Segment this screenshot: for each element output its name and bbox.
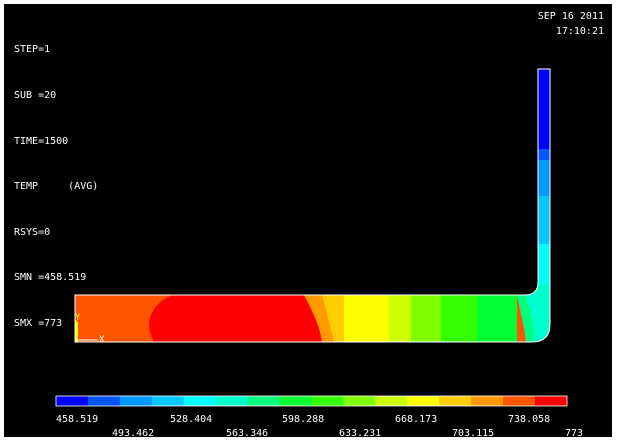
graphics-viewport[interactable]: STEP=1 SUB =20 TIME=1500 TEMP (AVG) RSYS… [4,4,612,437]
info-step: STEP=1 [14,44,51,56]
model-outline [74,68,551,343]
legend-label-bottom: 703.115 [452,428,494,437]
legend-swatch [343,396,376,406]
legend-swatch [503,396,536,406]
coordinate-triad: Y X [75,313,105,345]
legend-swatch [375,396,408,406]
legend-swatch [535,396,568,406]
band-yellow [344,295,389,342]
legend-swatch [247,396,280,406]
legend-label-bottom: 773 [565,428,583,437]
legend-swatch [183,396,216,406]
legend-label-top: 668.173 [395,414,437,425]
timestamp-time: 17:10:21 [555,26,604,37]
legend-swatch [215,396,248,406]
band-blue [538,69,550,149]
legend-swatch [119,396,153,406]
contour-bands [75,69,550,342]
info-substep: SUB =20 [14,90,57,101]
legend-color-bar [55,395,568,407]
legend-swatch [407,396,440,406]
legend-label-bottom: 563.346 [226,428,268,437]
timestamp-date: SEP 16 2011 [537,11,604,22]
legend-label-bottom: 633.231 [339,428,381,437]
band-aqua-green [526,282,550,342]
band-green2 [477,295,517,342]
legend-border [55,395,568,407]
band-lime [411,295,441,342]
legend-swatch [56,396,89,406]
band-green [441,295,477,342]
legend-labels: 458.519 528.404 598.288 668.173 738.058 493.4… [56,414,583,437]
legend-swatch [87,396,121,406]
info-result-type: TEMP (AVG) [14,181,99,193]
legend-label-top: 528.404 [170,414,212,425]
legend-label-top: 598.288 [282,414,324,425]
legend-swatch [439,396,472,406]
legend-label-top: 738.058 [508,414,550,425]
band-yellow-orange [322,295,344,342]
info-rsys: RSYS=0 [14,226,51,238]
legend-swatch [471,396,504,406]
result-info-panel: STEP=1 SUB =20 TIME=1500 TEMP (AVG) RSYS… [14,12,98,362]
legend-swatch [311,396,344,406]
legend-swatch [151,396,185,406]
legend-label-top: 458.519 [56,414,98,425]
band-mid-blue [538,149,550,160]
contour-plot: Y X 458.519 528.404 598.288 668.173 738.0584… [55,68,583,437]
band-sky [538,196,550,244]
band-light-blue [538,160,550,196]
timestamp: SEP 16 2011 17:10:21 [538,9,604,39]
info-smx: SMX =773 [14,317,63,329]
band-red [149,295,322,342]
legend-swatch [279,396,312,406]
band-orange [304,295,334,342]
info-smn: SMN =458.519 [14,272,87,284]
info-time: TIME=1500 [14,135,69,147]
band-yellow-green [389,295,411,342]
triad-x-label: X [99,335,105,345]
triad-y-label: Y [75,313,81,323]
legend-label-bottom: 493.462 [112,428,154,437]
band-cyan [538,244,550,284]
